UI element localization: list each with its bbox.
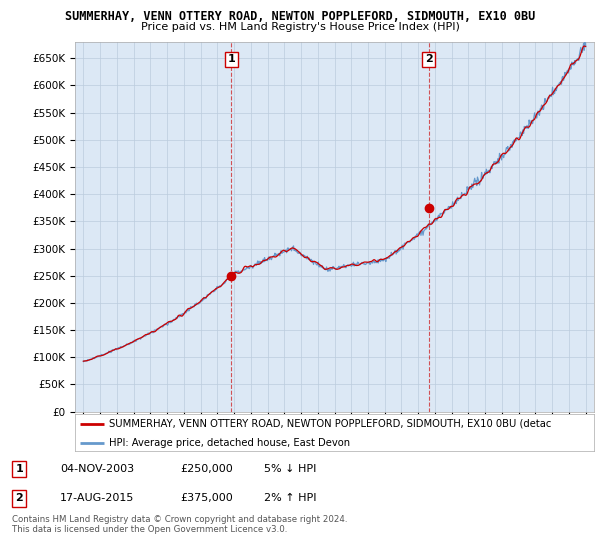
Text: SUMMERHAY, VENN OTTERY ROAD, NEWTON POPPLEFORD, SIDMOUTH, EX10 0BU: SUMMERHAY, VENN OTTERY ROAD, NEWTON POPP…: [65, 10, 535, 22]
Text: 17-AUG-2015: 17-AUG-2015: [60, 493, 134, 503]
Text: 04-NOV-2003: 04-NOV-2003: [60, 464, 134, 474]
Text: 2: 2: [16, 493, 23, 503]
Text: 2: 2: [425, 54, 433, 64]
Text: 5% ↓ HPI: 5% ↓ HPI: [264, 464, 316, 474]
Text: 1: 1: [16, 464, 23, 474]
Text: Price paid vs. HM Land Registry's House Price Index (HPI): Price paid vs. HM Land Registry's House …: [140, 22, 460, 32]
Text: £375,000: £375,000: [180, 493, 233, 503]
Text: Contains HM Land Registry data © Crown copyright and database right 2024.
This d: Contains HM Land Registry data © Crown c…: [12, 515, 347, 534]
Text: 1: 1: [227, 54, 235, 64]
Text: 2% ↑ HPI: 2% ↑ HPI: [264, 493, 317, 503]
Text: SUMMERHAY, VENN OTTERY ROAD, NEWTON POPPLEFORD, SIDMOUTH, EX10 0BU (detac: SUMMERHAY, VENN OTTERY ROAD, NEWTON POPP…: [109, 418, 551, 428]
Text: HPI: Average price, detached house, East Devon: HPI: Average price, detached house, East…: [109, 438, 350, 448]
Text: £250,000: £250,000: [180, 464, 233, 474]
